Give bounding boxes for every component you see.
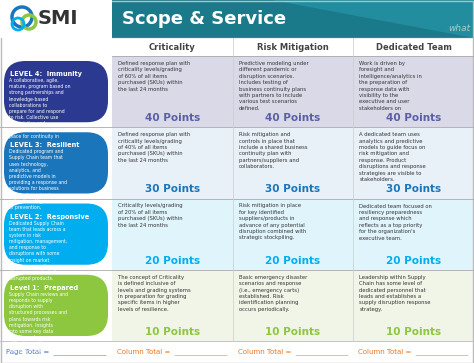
FancyBboxPatch shape: [4, 275, 108, 336]
Text: A dedicated team uses
analytics and predictive
models to guide focus on
risk mit: A dedicated team uses analytics and pred…: [359, 132, 426, 182]
Text: Predictive modeling under
different pandemic or
disruption scenarios.
Includes t: Predictive modeling under different pand…: [239, 61, 309, 111]
Text: LEVEL 2:  Responsive: LEVEL 2: Responsive: [10, 213, 89, 220]
FancyBboxPatch shape: [0, 341, 474, 363]
FancyBboxPatch shape: [4, 61, 108, 122]
Text: Basic emergency disaster
scenarios and response
(i.e., emergency carts)
establis: Basic emergency disaster scenarios and r…: [239, 275, 307, 312]
Text: Supply Chain reviews and
responds to supply
disruption with
structured processes: Supply Chain reviews and responds to sup…: [9, 292, 68, 352]
Text: SMI: SMI: [38, 9, 79, 29]
Text: Dedicated Supply Chain
team that leads across a
system in risk
mitigation, manag: Dedicated Supply Chain team that leads a…: [9, 220, 67, 281]
FancyBboxPatch shape: [0, 199, 112, 270]
Text: 20 Points: 20 Points: [265, 256, 320, 266]
Text: Criticality levels/grading
of 20% of all items
purchased (SKUs) within
the last : Criticality levels/grading of 20% of all…: [118, 204, 182, 228]
Text: 30 Points: 30 Points: [386, 184, 441, 195]
Text: 20 Points: 20 Points: [145, 256, 200, 266]
FancyBboxPatch shape: [112, 56, 474, 127]
Text: LEVEL 3:  Resilient: LEVEL 3: Resilient: [10, 142, 79, 148]
FancyBboxPatch shape: [4, 132, 108, 193]
Text: Leadership within Supply
Chain has some level of
dedicated personnel that
leads : Leadership within Supply Chain has some …: [359, 275, 431, 312]
Text: Scope & Service: Scope & Service: [122, 10, 286, 28]
Text: Dedicated program and
Supply Chain team that
uses technology,
analytics, and
pre: Dedicated program and Supply Chain team …: [9, 149, 67, 210]
FancyBboxPatch shape: [0, 270, 112, 341]
Text: Defined response plan with
criticality levels/grading
of 60% of all items
purcha: Defined response plan with criticality l…: [118, 61, 190, 91]
Text: Risk Mitigation: Risk Mitigation: [257, 42, 329, 52]
FancyBboxPatch shape: [112, 127, 474, 199]
Text: A collaborative, agile,
mature, program based on
strong partnerships and
knowled: A collaborative, agile, mature, program …: [9, 78, 71, 139]
Text: 40 Points: 40 Points: [145, 113, 200, 123]
Text: 40 Points: 40 Points: [265, 113, 320, 123]
Text: Risk mitigation and
controls in place that
include a shared business
continuity : Risk mitigation and controls in place th…: [239, 132, 307, 169]
FancyBboxPatch shape: [4, 204, 108, 265]
Text: Work is driven by
foresight and
intelligence/analytics in
the preparation of
res: Work is driven by foresight and intellig…: [359, 61, 422, 111]
Text: Criticality: Criticality: [149, 42, 196, 52]
Text: The concept of Criticality
is defined inclusive of
levels and grading systems
in: The concept of Criticality is defined in…: [118, 275, 191, 312]
Text: Dedicated team focused on
resiliency preparedness
and response which
reflects as: Dedicated team focused on resiliency pre…: [359, 204, 432, 241]
FancyBboxPatch shape: [112, 199, 474, 270]
Text: 30 Points: 30 Points: [145, 184, 200, 195]
Text: Column Total =  _______________: Column Total = _______________: [358, 348, 469, 355]
FancyBboxPatch shape: [0, 127, 112, 199]
FancyBboxPatch shape: [112, 270, 474, 341]
Text: Dedicated Team: Dedicated Team: [376, 42, 452, 52]
Text: 10 Points: 10 Points: [265, 327, 320, 337]
Text: LEVEL 4:  Immunity: LEVEL 4: Immunity: [10, 71, 82, 77]
Text: 10 Points: 10 Points: [145, 327, 200, 337]
FancyBboxPatch shape: [112, 0, 474, 38]
FancyBboxPatch shape: [0, 56, 112, 127]
Text: Risk mitigation in place
for key identified
suppliers/products in
advance of any: Risk mitigation in place for key identif…: [239, 204, 306, 241]
Text: Defined response plan with
criticality levels/grading
of 40% of all items
purcha: Defined response plan with criticality l…: [118, 132, 190, 163]
FancyBboxPatch shape: [0, 0, 112, 38]
Text: 20 Points: 20 Points: [386, 256, 441, 266]
FancyBboxPatch shape: [112, 38, 474, 56]
Text: 30 Points: 30 Points: [265, 184, 320, 195]
Text: what: what: [448, 24, 470, 33]
Text: 40 Points: 40 Points: [386, 113, 441, 123]
Text: Column Total =  _______________: Column Total = _______________: [238, 348, 348, 355]
Polygon shape: [112, 0, 474, 38]
Text: Level 1:  Prepared: Level 1: Prepared: [10, 285, 78, 291]
Text: Column Total =  _______________: Column Total = _______________: [117, 348, 228, 355]
Text: Page Total =  _______________: Page Total = _______________: [6, 348, 106, 355]
Text: 10 Points: 10 Points: [386, 327, 441, 337]
